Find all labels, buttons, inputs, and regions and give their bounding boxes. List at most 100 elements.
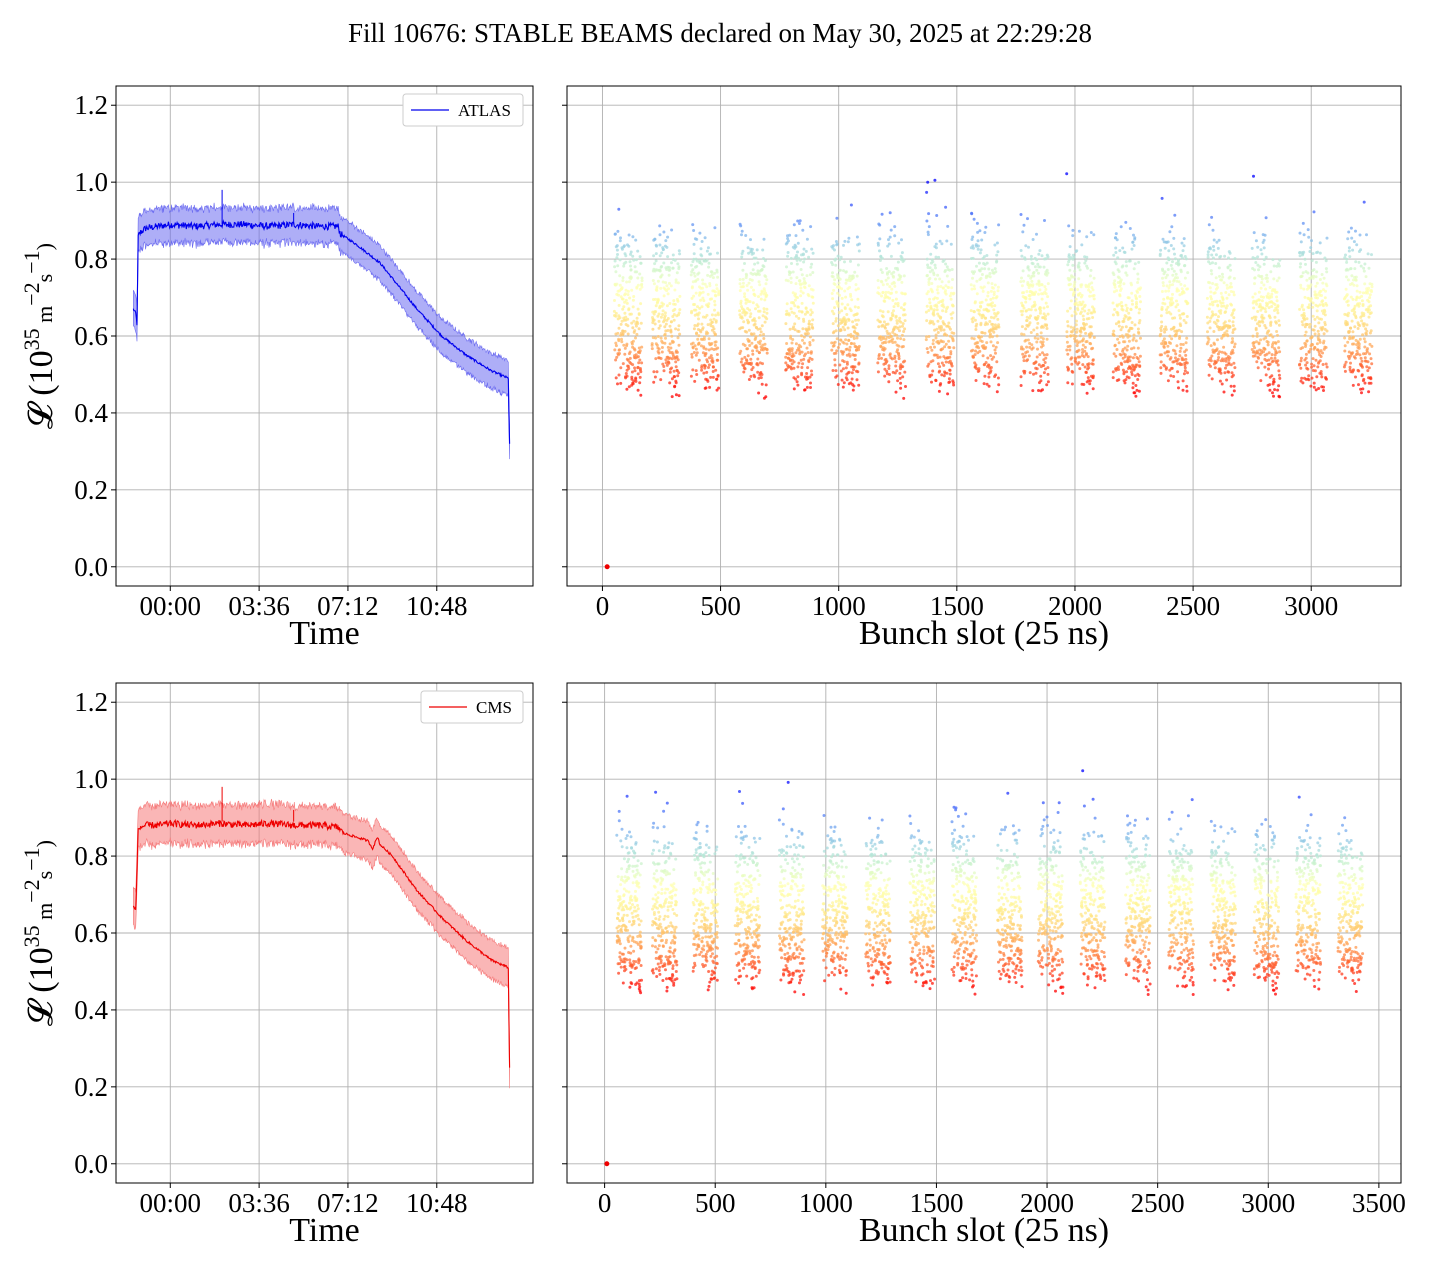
bunch-point [1262, 283, 1266, 287]
bunch-point [988, 320, 992, 323]
bunch-point [626, 289, 630, 293]
bunch-point [741, 268, 745, 272]
bunch-point [877, 325, 881, 329]
bunch-point [848, 345, 852, 349]
bunch-point [703, 364, 707, 368]
bunch-point [850, 377, 854, 381]
bunch-point [1354, 229, 1357, 233]
bunch-point [1276, 340, 1280, 344]
bunch-point [902, 396, 906, 400]
bunch-point [1325, 284, 1329, 288]
bunch-point [1358, 302, 1362, 306]
bunch-point [1160, 324, 1164, 328]
bunch-point [892, 270, 896, 274]
bunch-point [714, 340, 718, 344]
bunch-point [933, 328, 937, 332]
bunch-point [1170, 225, 1174, 229]
bunch-point [1123, 340, 1127, 344]
bunch-point [1170, 296, 1174, 300]
bunch-point [893, 225, 897, 229]
bunch-point [902, 308, 906, 312]
bunch-point [627, 867, 631, 871]
bunch-point [1180, 287, 1184, 291]
bunch-point [1166, 379, 1170, 383]
bunch-point [1227, 319, 1231, 323]
bunch-point [624, 298, 628, 302]
bunch-point [709, 318, 713, 322]
bunch-point [705, 824, 709, 828]
bunch-point [1081, 351, 1084, 354]
bunch-point [949, 352, 953, 356]
bunch-point [699, 950, 703, 954]
bunch-point [620, 247, 624, 251]
bunch-point [1042, 306, 1046, 310]
bunch-point [739, 841, 743, 845]
bunch-point [631, 326, 635, 330]
bunch-point [625, 870, 629, 874]
bunch-point [660, 273, 664, 277]
bunch-point [930, 373, 934, 377]
bunch-point [664, 358, 668, 362]
bunch-point [1255, 332, 1259, 336]
bunch-point [889, 254, 893, 258]
bunch-point [801, 362, 805, 366]
bunch-point [618, 316, 622, 320]
bunch-point [996, 311, 1000, 315]
bunch-point [638, 287, 642, 291]
bunch-point [757, 391, 761, 395]
x-tick-label: 03:36 [228, 1188, 290, 1218]
bunch-point [1344, 360, 1348, 364]
bunch-point [698, 953, 702, 957]
bunch-point [789, 256, 793, 260]
bunch-point [891, 337, 895, 341]
bunch-point [695, 899, 699, 903]
bunch-point [666, 915, 670, 919]
bunch-point [1066, 324, 1070, 328]
bunch-point [794, 234, 798, 238]
bunch-point [856, 370, 860, 374]
bunch-point [1138, 307, 1142, 311]
bunch-point [1160, 290, 1164, 293]
figure-title: Fill 10676: STABLE BEAMS declared on May… [347, 18, 1093, 48]
bunch-point [1026, 338, 1030, 342]
bunch-point [707, 265, 711, 269]
bunch-point [737, 950, 741, 954]
bunch-point [710, 320, 714, 324]
bunch-point [1121, 308, 1125, 312]
bunch-point [1030, 343, 1034, 347]
bunch-point [632, 319, 636, 323]
bunch-point [700, 861, 704, 865]
bunch-point [1184, 353, 1188, 357]
bunch-point [634, 353, 638, 357]
bunch-point [992, 308, 996, 312]
bunch-point [1183, 369, 1187, 373]
bunch-point [691, 341, 695, 345]
bunch-point [808, 375, 812, 379]
bunch-point [1355, 289, 1359, 293]
bunch-point [1027, 274, 1031, 278]
bunch-point [625, 301, 629, 305]
bunch-point [671, 925, 675, 929]
bunch-point [832, 244, 835, 248]
bunch-point [662, 261, 666, 265]
bunch-point [884, 341, 888, 344]
bunch-point [833, 358, 837, 362]
bunch-point [1346, 268, 1350, 272]
bunch-point [1311, 305, 1315, 309]
bunch-point [676, 374, 680, 378]
bunch-point [1208, 319, 1212, 323]
bunch-point [741, 277, 745, 281]
bunch-point [1028, 345, 1032, 349]
bunch-point [1137, 331, 1141, 335]
bunch-point [1185, 361, 1189, 365]
bunch-point [659, 315, 663, 319]
bunch-point [1318, 278, 1322, 281]
bunch-point [636, 365, 640, 369]
y-tick-label: 0.2 [74, 475, 108, 505]
bunch-point [704, 851, 708, 855]
bunch-point [945, 239, 949, 243]
bunch-point [980, 340, 984, 343]
bunch-point [618, 939, 621, 943]
bunch-point [993, 304, 997, 308]
bunch-point [1275, 299, 1279, 303]
